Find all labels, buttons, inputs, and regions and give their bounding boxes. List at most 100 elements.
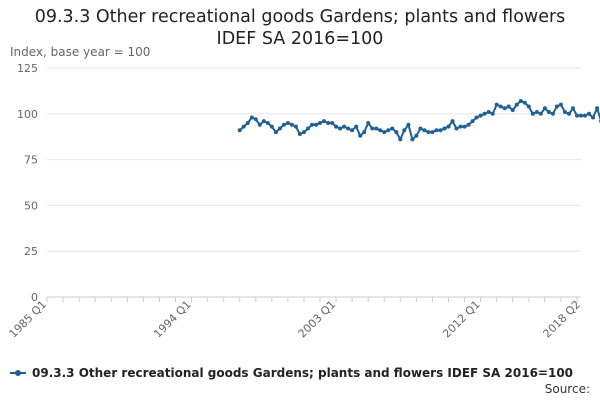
data-point: [386, 128, 391, 133]
x-tick-label: 2012 Q1: [440, 298, 483, 341]
data-point: [454, 126, 459, 131]
data-point: [354, 124, 359, 129]
data-point: [575, 113, 579, 118]
data-point: [261, 119, 266, 124]
data-point: [538, 111, 543, 116]
data-point: [245, 121, 250, 125]
data-point: [502, 106, 507, 111]
data-point: [522, 100, 527, 105]
data-point: [446, 124, 451, 129]
data-point: [273, 130, 278, 135]
data-point: [442, 126, 447, 131]
chart-title-line-2: IDEF SA 2016=100: [216, 29, 384, 49]
legend-label: 09.3.3 Other recreational goods Gardens;…: [32, 366, 574, 380]
data-point: [322, 119, 326, 124]
data-point: [350, 128, 355, 133]
data-point: [237, 128, 242, 133]
data-point: [567, 111, 571, 116]
data-point: [338, 126, 343, 131]
data-point: [293, 124, 298, 129]
data-point: [378, 128, 383, 133]
data-point: [342, 124, 347, 129]
data-point: [450, 119, 455, 124]
gridlines: [47, 67, 581, 252]
data-point: [474, 115, 479, 120]
source-note: Source:: [544, 382, 590, 396]
data-point: [426, 130, 431, 135]
x-tick-label: 2018 Q2: [541, 298, 584, 341]
data-point: [382, 130, 387, 135]
data-point: [554, 104, 559, 109]
x-tick-label: 2003 Q1: [296, 298, 339, 341]
data-point: [466, 122, 471, 127]
data-point: [269, 124, 274, 129]
data-point: [526, 104, 531, 109]
data-point: [518, 99, 523, 103]
y-tick-label: 25: [24, 245, 38, 258]
data-point: [579, 113, 583, 118]
data-point: [482, 111, 487, 116]
data-point: [326, 121, 331, 125]
y-tick-label: 125: [17, 62, 38, 75]
data-point: [394, 130, 399, 135]
data-point: [265, 121, 270, 125]
data-point: [542, 106, 547, 111]
y-tick-label: 0: [31, 291, 38, 304]
data-point: [289, 122, 294, 127]
y-tick-label: 100: [17, 108, 38, 121]
data-point: [257, 122, 262, 127]
data-point: [297, 132, 302, 136]
data-point: [374, 126, 379, 131]
data-point: [249, 115, 254, 120]
data-point: [302, 130, 306, 135]
legend[interactable]: 09.3.3 Other recreational goods Gardens;…: [10, 364, 573, 382]
data-point: [430, 130, 435, 135]
data-point: [306, 126, 310, 131]
data-point: [422, 128, 427, 133]
x-tick-label: 1994 Q1: [151, 298, 194, 341]
data-point: [571, 106, 575, 111]
data-point: [390, 126, 395, 131]
data-point: [418, 126, 423, 131]
data-point: [314, 122, 318, 127]
data-point: [558, 102, 563, 107]
data-point: [514, 102, 519, 107]
data-point: [410, 137, 415, 142]
data-point: [414, 133, 419, 138]
y-tick-label: 75: [24, 154, 38, 167]
data-point: [330, 121, 335, 125]
data-point: [562, 110, 567, 114]
data-point: [494, 102, 499, 107]
data-point: [458, 124, 463, 129]
y-axis-label: Index, base year = 100: [10, 45, 150, 59]
data-point: [318, 121, 322, 125]
data-point: [595, 106, 600, 111]
x-tick-label: 1985 Q1: [7, 298, 50, 341]
data-point: [370, 126, 375, 131]
data-point: [470, 119, 475, 124]
data-point: [478, 113, 483, 118]
data-point: [498, 104, 503, 109]
y-tick-label: 50: [24, 199, 38, 212]
legend-marker-icon: [10, 367, 26, 379]
data-point: [346, 126, 351, 131]
data-point: [510, 108, 515, 113]
data-point: [506, 104, 511, 109]
data-point: [334, 124, 339, 129]
data-point: [438, 128, 443, 133]
series-group: [237, 99, 600, 142]
data-point: [281, 122, 286, 127]
data-point: [398, 137, 403, 142]
data-point: [530, 111, 535, 116]
data-point: [587, 111, 591, 116]
data-point: [277, 126, 282, 131]
data-point: [253, 117, 258, 122]
data-point: [546, 110, 551, 114]
data-point: [358, 133, 363, 138]
data-point: [406, 122, 411, 127]
data-point: [490, 111, 495, 116]
data-point: [462, 124, 467, 129]
data-point: [583, 113, 587, 118]
data-point: [285, 121, 290, 125]
